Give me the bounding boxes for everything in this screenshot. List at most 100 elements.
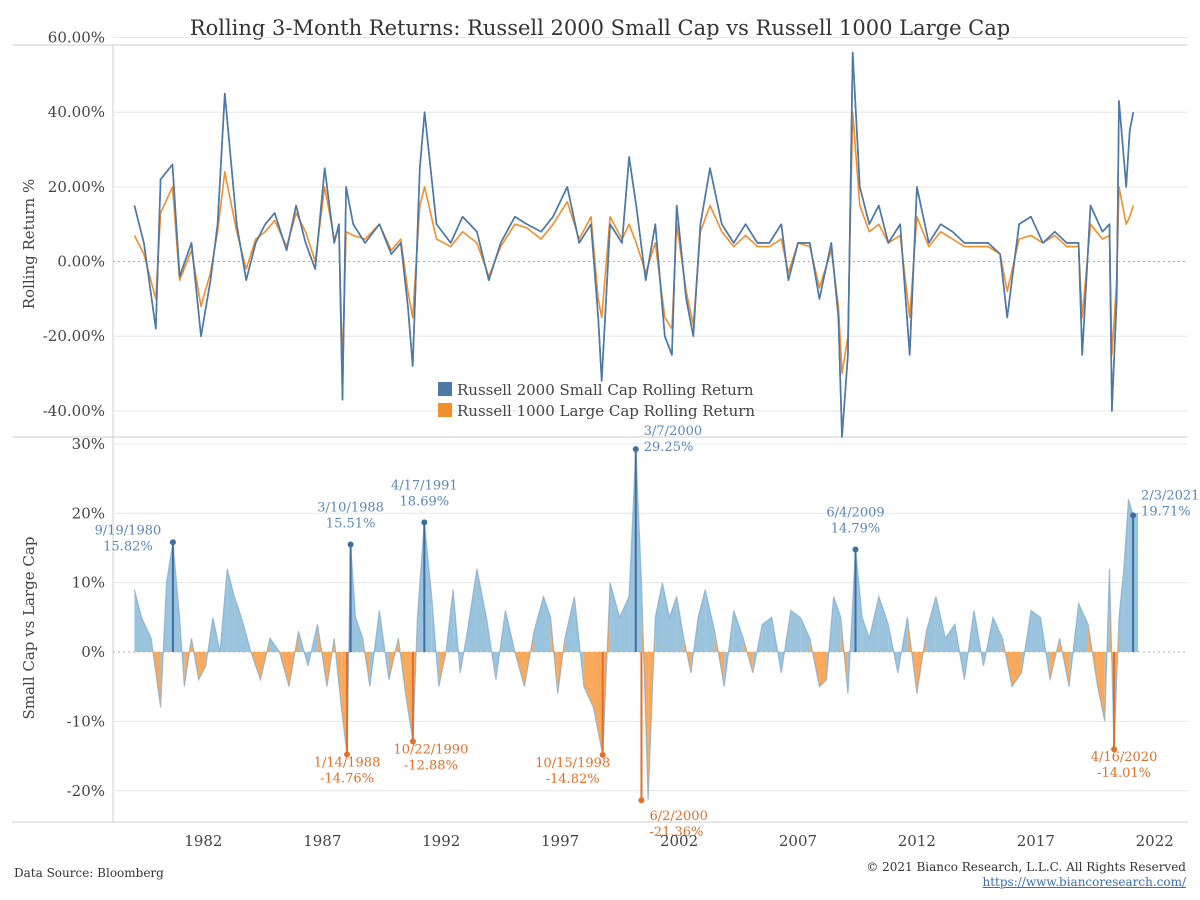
- spread-segment: [669, 596, 677, 653]
- copyright-block: © 2021 Bianco Research, L.L.C. All Right…: [866, 860, 1186, 890]
- annotation-value: -12.88%: [404, 758, 458, 773]
- spread-segment: [476, 568, 487, 653]
- x-tick-label: 1992: [422, 832, 460, 850]
- spread-segment: [172, 542, 180, 653]
- spread-segment: [762, 617, 772, 653]
- spread-segment: [945, 624, 955, 653]
- annotation-marker: [1111, 746, 1118, 753]
- spread-segment: [1012, 652, 1022, 687]
- annotation-date: 3/7/2000: [644, 424, 702, 439]
- series-line-large-cap: [133, 111, 1135, 375]
- spread-segment: [543, 596, 551, 653]
- spread-segment: [298, 631, 309, 666]
- top-y-tick-label: 60.00%: [48, 29, 105, 47]
- annotation-layer: 9/19/198015.82%3/10/198815.51%4/17/19911…: [95, 424, 1200, 840]
- spread-segment: [733, 610, 744, 653]
- annotation-value: 29.25%: [644, 440, 694, 455]
- top-y-tick-label: 0.00%: [57, 253, 105, 271]
- spread-segment: [134, 589, 142, 653]
- spread-segment: [935, 596, 946, 653]
- legend-swatch-small-cap: [438, 382, 452, 396]
- spread-segment: [467, 568, 477, 653]
- x-tick-label: 1987: [303, 832, 341, 850]
- spread-segment: [926, 596, 936, 653]
- annotation-value: 19.71%: [1141, 504, 1191, 519]
- bottom-y-tick-label: 20%: [72, 504, 105, 522]
- spread-segment: [635, 449, 642, 653]
- copyright-text: © 2021 Bianco Research, L.L.C. All Right…: [866, 860, 1186, 874]
- spread-segment: [888, 624, 898, 673]
- spread-segment: [992, 617, 1003, 653]
- top-gridlines: [113, 37, 1188, 412]
- annotation-date: 6/2/2000: [649, 809, 707, 824]
- spread-segment: [1128, 499, 1134, 653]
- annotation-date: 1/14/1988: [314, 755, 381, 770]
- annotation-value: 15.82%: [103, 539, 153, 554]
- spread-segment: [533, 596, 544, 653]
- x-tick-labels: 1982 1987 1992 1997 2002 2007 2012 2017 2022: [184, 832, 1174, 850]
- top-y-tick-label: 20.00%: [48, 178, 105, 196]
- spread-segment: [790, 610, 801, 653]
- spread-segment: [698, 589, 706, 653]
- x-tick-label: 2012: [898, 832, 936, 850]
- spread-segment: [1078, 603, 1089, 653]
- bottom-y-tick-label: 10%: [72, 574, 105, 592]
- annotation-date: 10/22/1990: [393, 742, 468, 757]
- spread-segment: [619, 596, 630, 653]
- data-source: Data Source: Bloomberg: [14, 866, 164, 880]
- spread-segment: [564, 596, 575, 653]
- spread-segment: [800, 617, 810, 653]
- legend-label-small-cap: Russell 2000 Small Cap Rolling Return: [457, 381, 754, 399]
- bottom-y-tick-label: 30%: [72, 435, 105, 453]
- annotation-value: -21.36%: [649, 825, 703, 840]
- annotation-date: 4/16/2020: [1091, 750, 1158, 765]
- spread-segment: [405, 652, 413, 742]
- spread-segment: [583, 652, 594, 708]
- spread-segment: [862, 617, 870, 653]
- bottom-y-tick-labels: 30% 20% 10% 0% -10% -20%: [67, 435, 105, 800]
- spread-segment: [1097, 652, 1105, 722]
- spread-segment: [1119, 568, 1124, 653]
- website-link[interactable]: https://www.biancoresearch.com/: [982, 875, 1186, 889]
- spread-segment: [424, 522, 432, 653]
- spread-segment: [141, 617, 152, 653]
- spread-segment: [593, 652, 603, 755]
- annotation-marker: [1130, 512, 1137, 519]
- annotation-date: 2/3/2021: [1141, 488, 1199, 503]
- top-ylabel: Rolling Return %: [20, 179, 38, 309]
- x-tick-label: 1997: [541, 832, 579, 850]
- top-y-tick-label: 40.00%: [48, 103, 105, 121]
- bottom-y-tick-label: -10%: [67, 712, 105, 730]
- x-tick-label: 2007: [779, 832, 817, 850]
- spread-segment: [662, 582, 670, 653]
- spread-segment: [355, 617, 363, 653]
- annotation-marker: [852, 546, 859, 553]
- spread-segment: [683, 638, 691, 673]
- x-tick-label: 2017: [1017, 832, 1055, 850]
- top-series-layer: [133, 51, 1135, 438]
- spread-segment: [227, 568, 235, 653]
- top-y-tick-label: -40.00%: [43, 402, 105, 420]
- annotation-marker: [409, 738, 416, 745]
- annotation-date: 4/17/1991: [391, 478, 458, 493]
- spread-segment: [610, 582, 620, 653]
- spread-segment: [878, 596, 889, 653]
- annotation-value: -14.01%: [1097, 766, 1151, 781]
- spread-segment: [198, 652, 206, 680]
- annotation-marker: [599, 751, 606, 758]
- spread-segment: [1031, 610, 1041, 653]
- spread-segment: [819, 652, 827, 687]
- spread-segment: [1133, 513, 1139, 653]
- x-tick-label: 1982: [184, 832, 222, 850]
- top-y-tick-labels: 60.00% 40.00% 20.00% 0.00% -20.00% -40.00%: [43, 29, 105, 420]
- annotation-marker: [421, 519, 428, 526]
- bottom-y-tick-label: -20%: [67, 782, 105, 800]
- spread-segment: [166, 542, 173, 653]
- annotation-marker: [638, 797, 645, 804]
- annotation-marker: [632, 446, 639, 453]
- top-y-tick-label: -20.00%: [43, 327, 105, 345]
- spread-segment: [417, 522, 425, 653]
- chart-title: Rolling 3-Month Returns: Russell 2000 Sm…: [189, 16, 1011, 40]
- annotation-value: 18.69%: [400, 494, 450, 509]
